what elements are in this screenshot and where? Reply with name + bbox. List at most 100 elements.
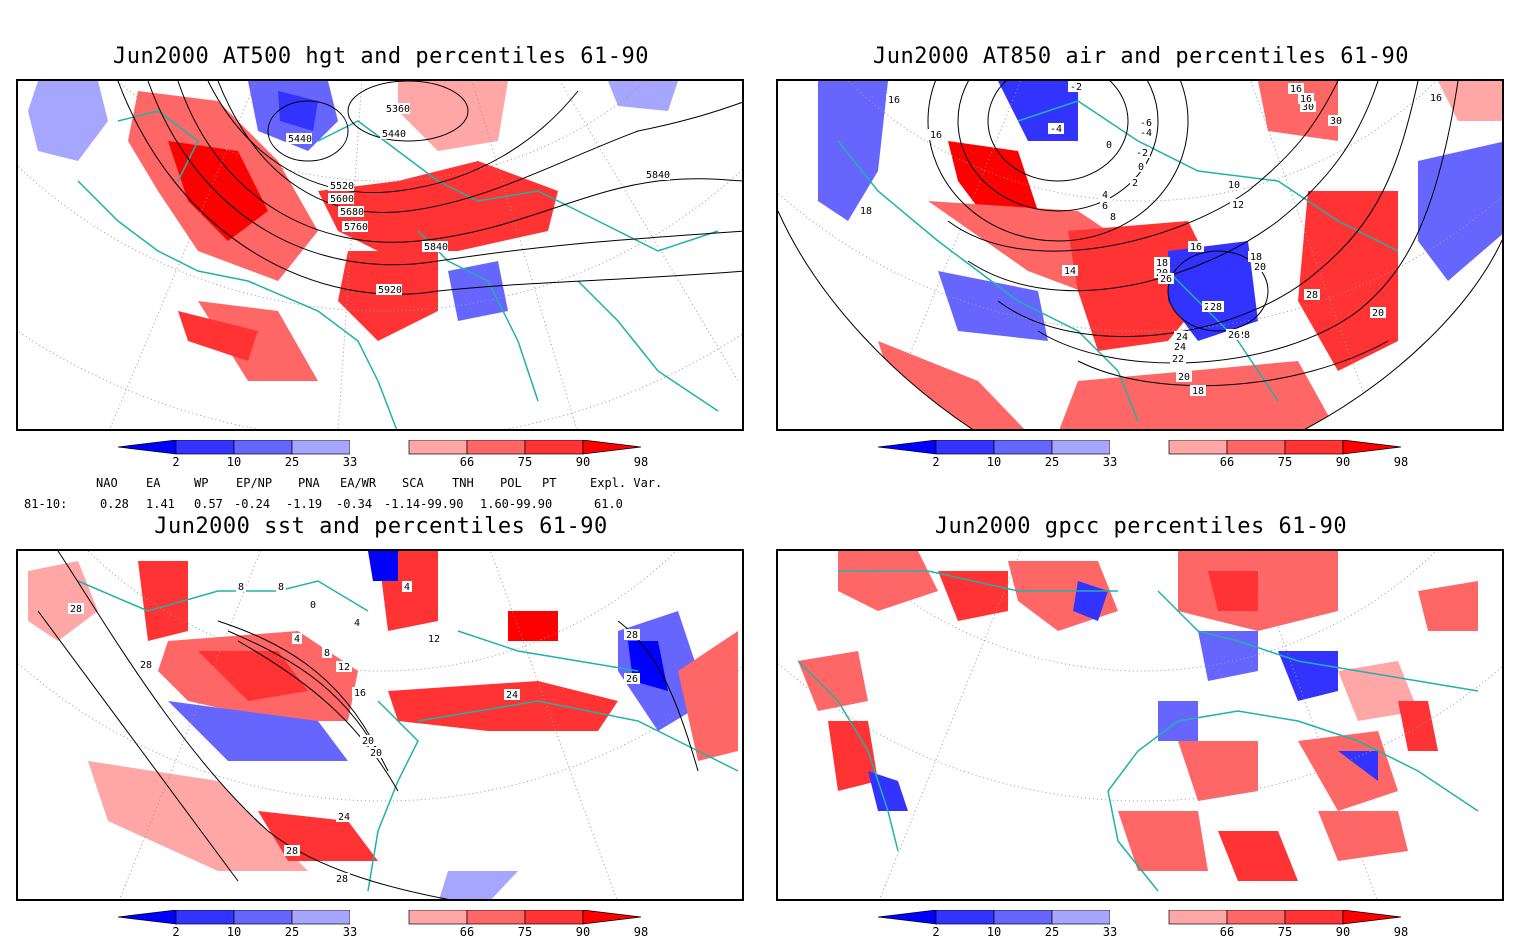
contour-label: 5840 [646, 170, 670, 181]
coastlines [837, 100, 1399, 422]
contour-label: 18 [1192, 386, 1204, 397]
contour-label: 6 [1102, 201, 1108, 212]
colorbar-sst: 2 10 25 33 66 75 90 98 [118, 910, 678, 939]
contour-label: 14 [1064, 266, 1076, 277]
colorbar-swatch [350, 910, 408, 924]
contour-label: 10 [1228, 180, 1240, 191]
map-air850: 16 16 -2 -4 -6 -4 -2 0 0 2 4 6 8 10 12 1… [778, 81, 1502, 429]
contour-label: 4 [354, 618, 360, 629]
teleconn-value: 1.60-99.90 [480, 497, 553, 511]
colorbar-label: 2 [932, 455, 940, 469]
contour-label: 20 [1178, 372, 1190, 383]
colorbar-swatch [291, 440, 351, 455]
contour-label: 8 [278, 582, 284, 593]
colorbar-swatch [175, 440, 235, 455]
contour-label: 28 [336, 874, 348, 885]
map-hgt500: 5360 5440 5440 5520 5600 5680 5760 5840 … [18, 81, 742, 429]
contour-label: 26 [626, 674, 638, 685]
colorbar-labels: 2 10 25 33 66 75 90 98 [878, 925, 1438, 939]
contour-label: -2 [1070, 82, 1082, 93]
colorbar-label: 2 [172, 925, 180, 939]
contour-label: 12 [428, 634, 440, 645]
contour-label: 0 [310, 600, 316, 611]
teleconn-header: PT [542, 476, 557, 490]
contour-label: 8 [324, 648, 330, 659]
contour-label: 30 [1302, 102, 1314, 113]
colorbar-hgt500: 2 10 25 33 66 75 90 98 [118, 440, 678, 469]
colorbar-swatch [233, 440, 293, 455]
graticule [18, 551, 742, 899]
colorbar-labels: 2 10 25 33 66 75 90 98 [878, 455, 1438, 469]
colorbar-swatch [524, 910, 584, 925]
colorbar-arrow-left [878, 440, 937, 455]
teleconn-value: 0.57 [194, 497, 223, 511]
contour-labels: 28 28 8 0 8 4 4 8 12 16 20 20 24 24 28 2… [68, 581, 640, 885]
colorbar-graphic [878, 440, 1402, 455]
colorbar-label: 90 [1335, 925, 1351, 939]
colorbar-swatch [408, 910, 468, 925]
contour-label: 16 [1300, 94, 1312, 105]
contour-label: 16 [354, 688, 366, 699]
graticule [18, 81, 742, 429]
colorbar-arrow-right [582, 440, 642, 455]
contour-label: 16 [888, 95, 900, 106]
contour-label: 30 [1330, 116, 1342, 127]
teleconn-header: SCA [402, 476, 424, 490]
colorbar-arrow-left [118, 440, 177, 455]
contour-label: 4 [404, 582, 410, 593]
contour-label: 28 [1210, 302, 1222, 313]
contour-label: 24 [506, 690, 518, 701]
colorbar-label: 33 [342, 455, 358, 469]
teleconnection-table: NAO EA WP EP/NP PNA EA/WR SCA TNH POL PT… [0, 474, 760, 514]
colorbar-swatch [1226, 440, 1286, 455]
contours [117, 81, 742, 295]
contour-label: -4 [1140, 128, 1152, 139]
colorbar-label: 90 [575, 455, 591, 469]
contour-label: 20 [370, 748, 382, 759]
anomaly-patches [28, 81, 678, 381]
colorbar-label: 66 [1219, 455, 1235, 469]
contour-label: 24 [1176, 332, 1188, 343]
contour-label: 4 [294, 634, 300, 645]
contour-label: 8 [238, 582, 244, 593]
colorbar-swatch [1284, 440, 1344, 455]
teleconn-value: -1.19 [286, 497, 323, 511]
colorbar-swatch [1051, 440, 1111, 455]
contours [927, 81, 1459, 387]
anomaly-patches [818, 81, 1502, 429]
colorbar-air850: 2 10 25 33 66 75 90 98 [878, 440, 1438, 469]
colorbar-label: 33 [342, 925, 358, 939]
contour-label: 28 [140, 660, 152, 671]
contour-label: 20 [1254, 262, 1266, 273]
colorbar-swatch [233, 910, 293, 925]
teleconn-header: TNH [452, 476, 474, 490]
contour-label: -2 [1136, 148, 1148, 159]
colorbar-swatch [993, 910, 1053, 925]
map-panel-hgt500: 5360 5440 5440 5520 5600 5680 5760 5840 … [16, 79, 744, 431]
contour-label: 16 [1290, 84, 1302, 95]
teleconn-header: PNA [298, 476, 320, 490]
colorbar-swatch [524, 440, 584, 455]
colorbar-label: 66 [459, 925, 475, 939]
contour-label: 8 [1110, 212, 1116, 223]
contour-label: 26 [1228, 330, 1240, 341]
contour-label: -6 [1140, 118, 1152, 129]
colorbar-swatch [1168, 440, 1228, 455]
map-panel-gpcc [776, 549, 1504, 901]
colorbar-arrow-left [118, 910, 177, 925]
colorbar-label: 98 [633, 455, 649, 469]
contour-label: 28 [286, 846, 298, 857]
contour-label: 5440 [382, 129, 406, 140]
contour-label: 5360 [386, 104, 410, 115]
colorbar-swatch [466, 440, 526, 455]
colorbar-label: 2 [172, 455, 180, 469]
contour-label: 12 [338, 662, 350, 673]
colorbar-label: 75 [517, 455, 533, 469]
colorbar-label: 98 [1393, 925, 1409, 939]
map-panel-air850: 16 16 -2 -4 -6 -4 -2 0 0 2 4 6 8 10 12 1… [776, 79, 1504, 431]
panel-title-hgt500: Jun2000 AT500 hgt and percentiles 61-90 [112, 44, 650, 69]
teleconn-header: POL [500, 476, 522, 490]
contour-label: 2 [1132, 178, 1138, 189]
anomaly-patches [28, 551, 738, 899]
contour-label: 18 [860, 206, 872, 217]
